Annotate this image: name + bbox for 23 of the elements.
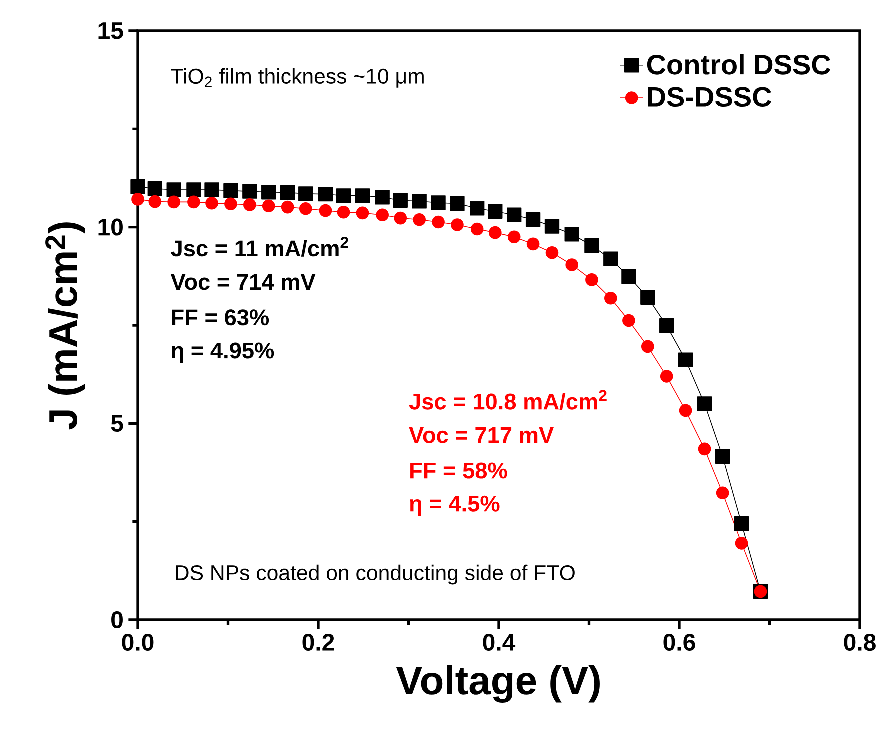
y-axis-title: J (mA/cm$^{2}$) [46, 222, 86, 430]
y-tick-label: 0 [112, 611, 123, 628]
y-tick-label: 15 [98, 22, 124, 40]
x-tick-label: 0.4 [483, 634, 516, 652]
annotation: FF = 63% [172, 310, 270, 326]
annotation: TiO$_{2}$ film thickness ~10 μm [171, 68, 424, 88]
x-tick-label: 0.0 [122, 634, 154, 652]
y-tick-label: 5 [111, 415, 124, 432]
y-tick-label: 10 [98, 218, 123, 236]
annotation: DS NPs coated on conducting side of FTO [176, 564, 575, 585]
annotation: Voc = 714 mV [170, 274, 316, 290]
legend-label: DS-DSSC [648, 87, 772, 108]
annotation: η = 4.95% [172, 342, 274, 364]
x-axis-title: Voltage (V) [396, 666, 600, 703]
annotation: FF = 58% [410, 462, 508, 479]
annotation: η = 4.5% [410, 496, 500, 516]
annotation: Jsc = 11 mA/cm$^{2}$ [171, 237, 348, 257]
annotation: Jsc = 10.8 mA/cm$^{2}$ [409, 390, 607, 410]
x-tick-label: 0.8 [844, 634, 876, 652]
legend-label: Control DSSC [647, 54, 831, 75]
annotation: Voc = 717 mV [409, 428, 554, 444]
x-tick-label: 0.2 [302, 634, 334, 652]
x-tick-label: 0.6 [664, 634, 696, 652]
